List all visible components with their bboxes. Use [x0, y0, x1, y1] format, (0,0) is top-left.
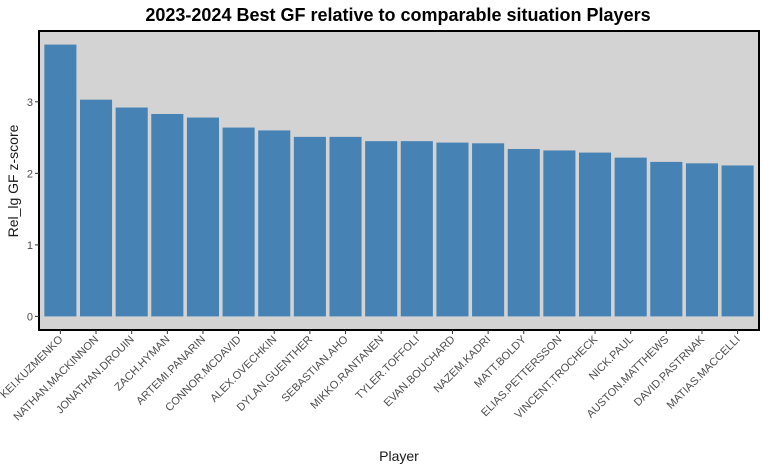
- bar-artemi-panarin: [186, 117, 219, 317]
- y-axis-title: Rel_lg GF z-score: [5, 124, 21, 237]
- x-axis-title: Player: [379, 448, 419, 464]
- bar-sebastian-aho: [329, 136, 362, 317]
- bar-matias-maccelli: [721, 165, 754, 317]
- bar-alex-ovechkin: [258, 130, 291, 317]
- x-tick-label: KEI.KUZMENKO: [0, 333, 66, 401]
- bar-mikko-rantanen: [365, 141, 398, 317]
- bar-vincent-trocheck: [579, 152, 612, 317]
- bars-group: [44, 44, 754, 317]
- y-tick-label: 0: [27, 311, 33, 323]
- x-tick-label: ALEX.OVECHKIN: [208, 334, 279, 405]
- bar-dylan-guenther: [293, 136, 326, 317]
- bar-evan-bouchard: [436, 142, 469, 317]
- x-tick-label: TYLER.TOFFOLI: [354, 334, 422, 402]
- bar-kei-kuzmenko: [44, 44, 77, 317]
- bar-david-pastrnak: [685, 163, 719, 317]
- bar-nick-paul: [614, 157, 647, 317]
- y-tick-label: 3: [27, 97, 33, 109]
- bar-nathan-mackinnon: [79, 99, 113, 317]
- bar-connor-mcdavid: [222, 127, 255, 317]
- x-axis: KEI.KUZMENKONATHAN.MACKINNONJONATHAN.DRO…: [0, 330, 743, 423]
- y-axis: 0 1 2 3: [27, 97, 39, 323]
- chart-title: 2023-2024 Best GF relative to comparable…: [145, 5, 650, 25]
- bar-elias-pettersson: [543, 150, 576, 317]
- bar-jonathan-drouin: [115, 107, 148, 317]
- bar-tyler-toffoli: [400, 141, 433, 317]
- y-tick-label: 2: [27, 168, 33, 180]
- bar-auston-matthews: [650, 161, 683, 317]
- y-tick-label: 1: [27, 240, 33, 252]
- x-tick-label: SEBASTIAN.AHO: [279, 333, 350, 404]
- bar-nazem-kadri: [472, 143, 505, 317]
- bar-zach-hyman: [151, 113, 184, 317]
- bar-matt-boldy: [507, 149, 540, 317]
